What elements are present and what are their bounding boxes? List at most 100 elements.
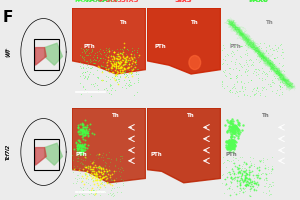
Point: [128, 71, 133, 74]
Point: [238, 169, 242, 173]
Point: [232, 175, 237, 178]
Point: [123, 62, 128, 66]
Point: [277, 88, 282, 91]
Point: [105, 169, 110, 173]
Point: [90, 169, 95, 172]
Point: [122, 72, 126, 76]
Point: [94, 56, 99, 60]
Point: [245, 184, 250, 187]
Point: [91, 172, 96, 176]
Point: [100, 175, 105, 178]
Point: [103, 178, 107, 182]
Point: [230, 50, 235, 53]
Point: [258, 42, 262, 45]
Point: [76, 125, 80, 129]
Point: [105, 180, 110, 184]
Point: [280, 51, 285, 54]
Point: [278, 86, 283, 89]
Point: [232, 125, 237, 128]
Point: [255, 175, 260, 179]
Point: [133, 60, 137, 63]
Point: [79, 189, 84, 193]
Point: [243, 184, 248, 187]
Point: [106, 156, 111, 159]
Point: [242, 176, 247, 179]
Point: [228, 176, 233, 179]
Point: [75, 144, 80, 147]
Point: [100, 172, 105, 175]
Point: [263, 163, 268, 167]
Point: [85, 77, 89, 80]
Text: PTh: PTh: [83, 44, 95, 49]
Point: [103, 87, 108, 90]
Point: [80, 129, 85, 132]
Point: [120, 70, 124, 73]
Point: [238, 171, 243, 174]
Point: [269, 156, 274, 159]
Point: [248, 178, 252, 181]
Point: [93, 51, 98, 54]
Point: [228, 172, 233, 176]
Point: [230, 138, 235, 141]
Point: [229, 140, 233, 143]
Point: [81, 58, 86, 62]
Point: [81, 168, 86, 172]
Point: [122, 71, 127, 74]
Point: [238, 183, 242, 186]
Point: [254, 173, 259, 176]
Point: [276, 70, 280, 73]
Point: [229, 141, 234, 144]
Point: [238, 176, 243, 179]
Point: [81, 158, 86, 161]
Point: [110, 62, 115, 65]
Point: [132, 63, 137, 66]
Point: [95, 53, 100, 56]
Point: [235, 90, 240, 93]
Point: [116, 77, 121, 80]
Point: [254, 49, 259, 52]
Point: [230, 146, 234, 149]
Point: [266, 182, 271, 185]
Point: [244, 69, 249, 72]
Point: [104, 48, 109, 52]
Point: [247, 182, 251, 185]
Point: [231, 147, 236, 150]
Point: [88, 165, 92, 168]
Point: [229, 144, 233, 147]
Point: [233, 86, 238, 89]
Point: [238, 188, 243, 191]
Point: [231, 86, 236, 89]
Point: [112, 57, 117, 60]
Point: [85, 170, 90, 173]
Point: [230, 91, 234, 94]
Point: [233, 140, 238, 143]
Point: [110, 75, 115, 79]
Point: [238, 176, 243, 180]
Point: [83, 156, 88, 159]
Point: [243, 176, 248, 179]
Point: [247, 177, 252, 180]
Point: [94, 190, 99, 193]
Point: [134, 50, 139, 53]
Point: [270, 183, 275, 186]
Point: [76, 146, 81, 149]
Point: [254, 91, 259, 94]
Point: [112, 88, 117, 91]
Point: [274, 89, 279, 92]
Point: [254, 176, 259, 179]
Point: [105, 192, 110, 196]
Point: [265, 167, 270, 170]
Point: [224, 182, 229, 186]
Point: [268, 184, 273, 187]
Point: [228, 177, 232, 180]
Point: [235, 94, 240, 97]
Point: [81, 145, 85, 148]
Point: [95, 152, 100, 155]
Point: [79, 152, 84, 155]
Point: [77, 132, 82, 135]
Point: [85, 53, 89, 57]
Point: [82, 126, 87, 129]
Point: [231, 191, 236, 194]
Point: [76, 139, 81, 142]
Point: [108, 182, 113, 186]
